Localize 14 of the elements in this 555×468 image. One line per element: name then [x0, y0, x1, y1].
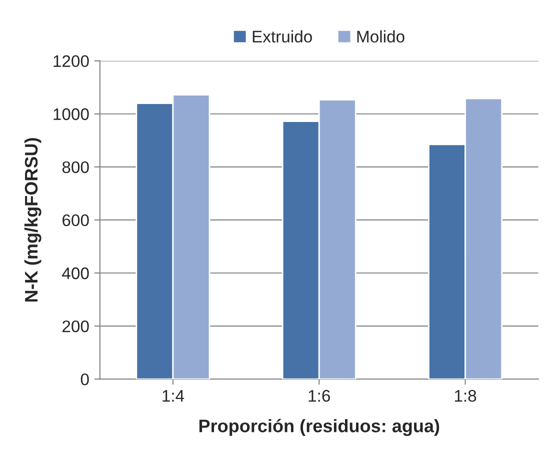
y-tick-label: 1000 [54, 108, 89, 120]
x-tick-label: 1:8 [454, 390, 476, 402]
y-tick-label: 600 [62, 214, 89, 226]
y-tick-label: 200 [62, 320, 89, 332]
y-tick-label: 400 [62, 267, 89, 280]
x-tick-label: 1:6 [308, 390, 330, 402]
x-axis-title: Proporción (residuos: agua) [199, 418, 440, 436]
y-tick-label: 0 [80, 373, 89, 386]
legend-label: Extruido [252, 30, 312, 43]
x-tick-label: 1:4 [162, 390, 184, 402]
y-tick-label: 800 [62, 161, 89, 174]
y-axis-title: N-K (mg/kgFORSU) [24, 138, 42, 302]
y-tick-label: 1200 [54, 55, 89, 68]
legend-label: Molido [357, 30, 404, 43]
